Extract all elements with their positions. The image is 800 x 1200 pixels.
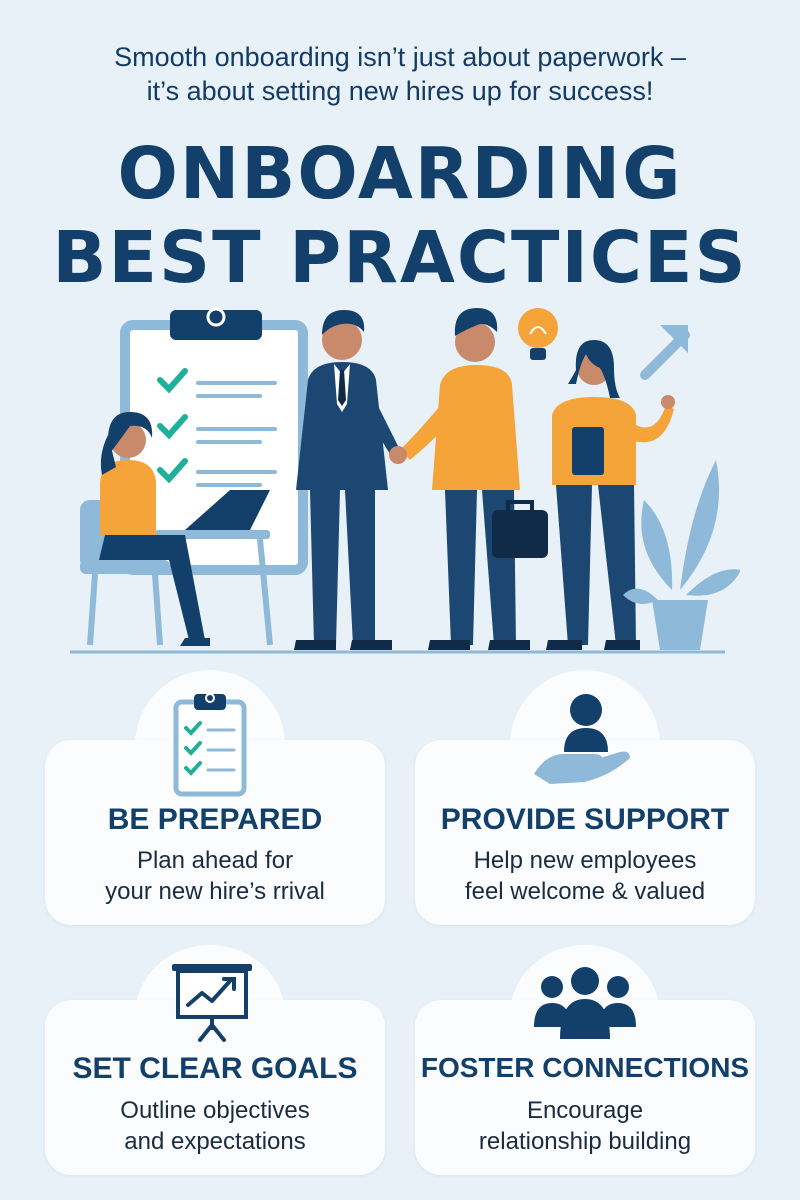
- card-title: BE PREPARED: [107, 803, 323, 836]
- card-description: Plan ahead for your new hire’s rrival: [45, 845, 385, 907]
- intro-text: Smooth onboarding isn’t just about paper…: [0, 40, 800, 108]
- clipboard-checklist-icon: [173, 693, 247, 797]
- man-orange-sweater: [389, 308, 548, 650]
- card-title: PROVIDE SUPPORT: [440, 803, 730, 836]
- page-title: ONBOARDING BEST PRACTICES: [0, 132, 800, 300]
- presentation-chart-icon: [172, 964, 252, 1042]
- hand-support-icon: [534, 694, 630, 784]
- card-description-line-1: Encourage: [526, 1097, 644, 1124]
- title-line-1: ONBOARDING: [117, 132, 683, 215]
- card-description: Encourage relationship building: [415, 1095, 755, 1157]
- intro-line-1: Smooth onboarding isn’t just about paper…: [114, 42, 686, 72]
- woman-with-tablet: [546, 340, 675, 650]
- card-title: SET CLEAR GOALS: [72, 1052, 358, 1085]
- potted-plant: [623, 460, 740, 650]
- intro-line-2: it’s about setting new hires up for succ…: [146, 76, 654, 106]
- title-line-2: BEST PRACTICES: [52, 216, 748, 299]
- seated-woman-laptop: [80, 412, 273, 646]
- card-description-line-2: and expectations: [124, 1128, 306, 1155]
- card-description-line-1: Help new employees: [473, 847, 697, 874]
- onboarding-illustration: [70, 307, 740, 654]
- card-description: Help new employees feel welcome & valued: [415, 845, 755, 907]
- growth-arrow-icon: [640, 325, 690, 380]
- card-description: Outline objectives and expectations: [45, 1095, 385, 1157]
- lightbulb-icon: [518, 308, 558, 360]
- card-description-line-2: feel welcome & valued: [464, 878, 706, 905]
- man-in-suit: [294, 310, 400, 650]
- check-icon: [157, 368, 188, 484]
- card-description-line-2: relationship building: [478, 1128, 692, 1155]
- card-description-line-1: Plan ahead for: [136, 847, 294, 874]
- group-people-icon: [534, 967, 636, 1039]
- card-description-line-2: your new hire’s rrival: [105, 878, 325, 905]
- card-description-line-1: Outline objectives: [120, 1097, 310, 1124]
- card-title: FOSTER CONNECTIONS: [420, 1052, 750, 1083]
